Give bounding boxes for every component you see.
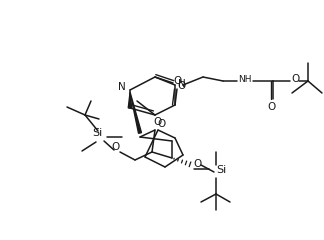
Text: O: O <box>111 142 119 152</box>
Text: O: O <box>177 81 185 91</box>
Text: O: O <box>173 76 181 86</box>
Text: O: O <box>153 117 161 127</box>
Text: O: O <box>268 102 276 112</box>
Text: N: N <box>178 79 186 89</box>
Polygon shape <box>128 93 132 108</box>
Text: O: O <box>291 74 299 84</box>
Text: O: O <box>157 119 165 129</box>
Text: NH: NH <box>238 74 252 84</box>
Text: Si: Si <box>216 165 226 175</box>
Text: Si: Si <box>92 128 102 138</box>
Text: O: O <box>194 159 202 169</box>
Polygon shape <box>130 92 142 133</box>
Text: N: N <box>118 82 126 92</box>
